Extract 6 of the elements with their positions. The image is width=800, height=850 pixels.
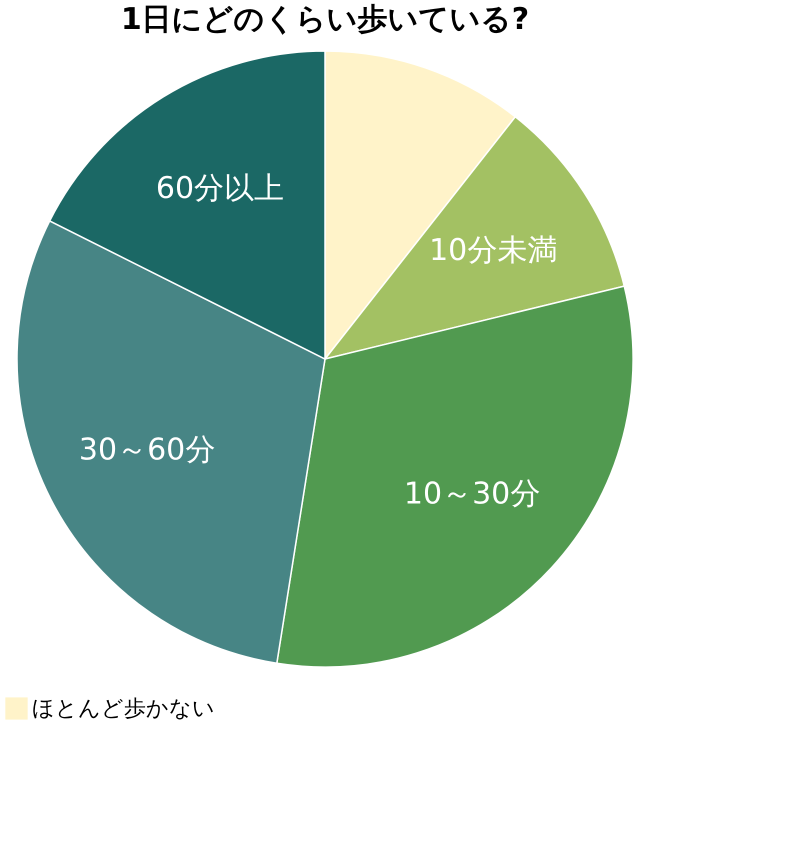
slice-label: 10分未満 <box>429 232 558 268</box>
slice-label: 10～30分 <box>404 476 540 512</box>
legend-label: ほとんど歩かない <box>32 696 215 722</box>
slice-label: 30～60分 <box>78 432 216 468</box>
slice-label: 60分以上 <box>156 170 284 206</box>
chart-title: 1日にどのくらい歩いている? <box>120 2 530 37</box>
